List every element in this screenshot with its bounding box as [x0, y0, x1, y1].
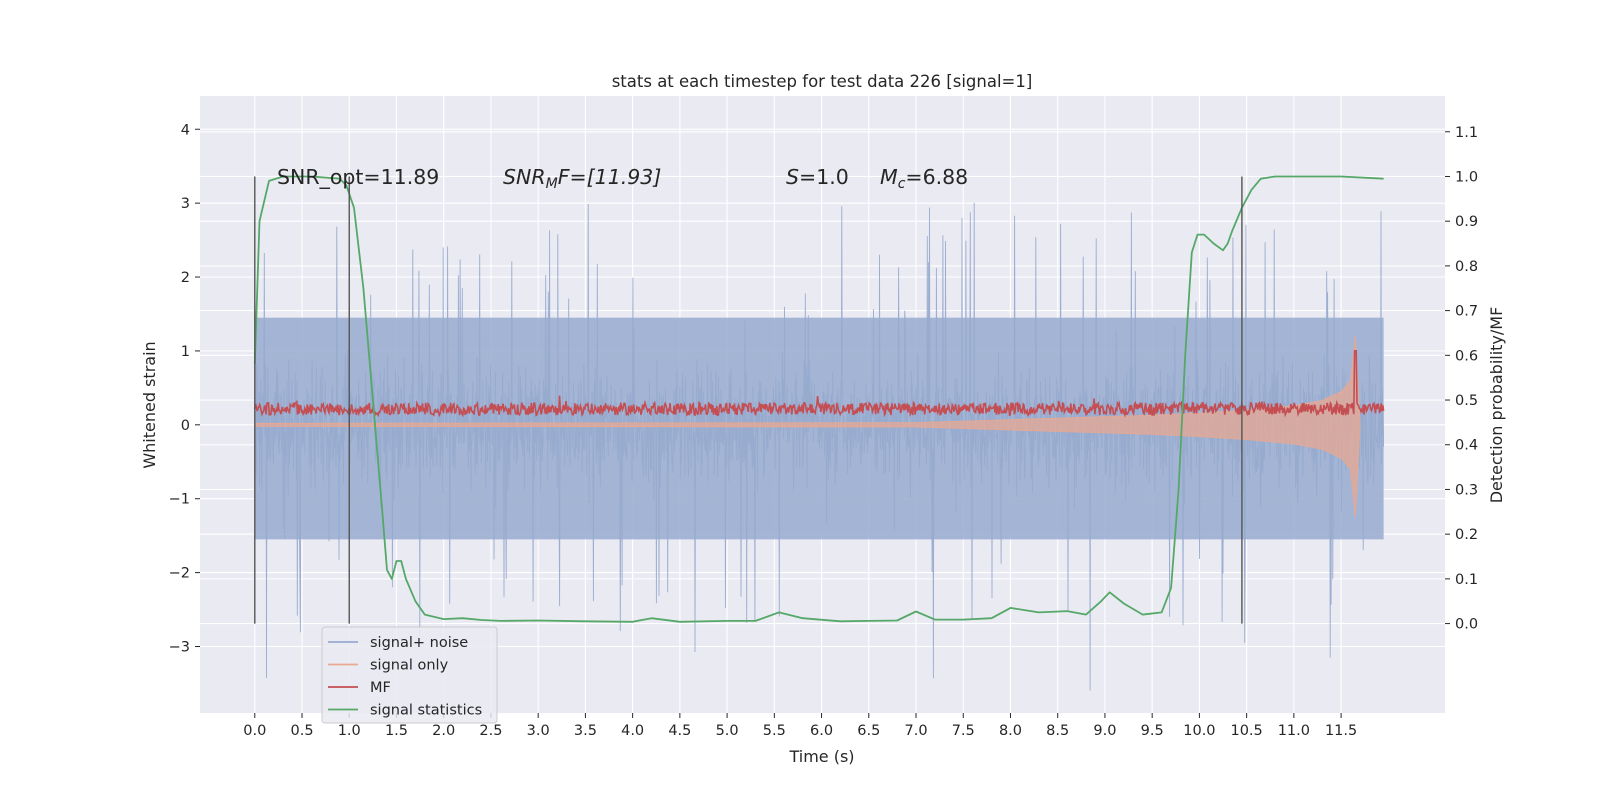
vertical-markers — [254, 176, 1243, 624]
y-left-axis-ticks: 4 3 2 1 0 −1 −2 −3 — [169, 122, 200, 655]
plot-series — [253, 175, 1385, 691]
y-left-tick-label: 2 — [181, 270, 190, 286]
y-left-tick-label: 3 — [181, 196, 190, 212]
y-right-tick-label: 0.9 — [1455, 214, 1478, 230]
x-tick-label: 1.5 — [385, 723, 408, 739]
x-tick-label: 4.5 — [668, 723, 691, 739]
x-tick-label: 4.0 — [621, 723, 644, 739]
annotation-snr-opt: SNR_opt=11.89 — [277, 165, 439, 190]
y-right-tick-label: 0.1 — [1455, 572, 1478, 588]
legend-box — [321, 626, 498, 724]
annotation-snr-mf-prefix: SNR — [503, 165, 546, 189]
y-left-axis-label: Whitened strain — [140, 341, 159, 468]
x-tick-label: 11.0 — [1278, 723, 1310, 739]
y-right-tick-label: 0.5 — [1455, 393, 1478, 409]
y-left-tick-label: 0 — [181, 418, 190, 434]
annotation-s-label: S — [786, 165, 799, 189]
x-tick-label: 11.5 — [1325, 723, 1357, 739]
annotation-s: S=1.0 — [786, 165, 849, 189]
legend-label: signal+ noise — [370, 635, 468, 651]
y-right-axis-label: Detection probability/MF — [1487, 307, 1506, 504]
x-tick-label: 0.5 — [290, 723, 313, 739]
y-right-tick-label: 1.1 — [1455, 125, 1478, 141]
x-tick-label: 5.5 — [763, 723, 786, 739]
y-right-tick-label: 0.4 — [1455, 438, 1478, 454]
annotation-mc-value: =6.88 — [905, 165, 968, 189]
x-tick-label: 8.0 — [999, 723, 1022, 739]
y-right-tick-label: 0.6 — [1455, 348, 1478, 364]
x-tick-label: 9.0 — [1093, 723, 1116, 739]
annotation-snr-mf-sub: M — [546, 176, 558, 192]
annotation-snr-mf: SNRMF=[11.93] — [503, 165, 661, 192]
legend-label: signal only — [370, 658, 449, 674]
y-right-tick-label: 0.8 — [1455, 259, 1478, 275]
series-mf-line — [254, 350, 1385, 418]
x-tick-label: 6.0 — [810, 723, 833, 739]
x-tick-label: 3.0 — [527, 723, 550, 739]
chart-title: stats at each timestep for test data 226… — [612, 72, 1033, 91]
series-signal-statistics-line — [253, 175, 1384, 623]
legend: signal+ noise signal only MF signal statist… — [321, 626, 498, 724]
y-left-tick-label: 4 — [181, 122, 190, 138]
y-left-tick-label: −1 — [169, 492, 190, 508]
y-right-tick-label: 0.3 — [1455, 482, 1478, 498]
x-tick-label: 7.5 — [952, 723, 975, 739]
x-tick-label: 0.0 — [243, 723, 266, 739]
x-tick-label: 8.5 — [1046, 723, 1069, 739]
x-axis-label: Time (s) — [788, 747, 854, 766]
x-tick-label: 2.5 — [479, 723, 502, 739]
x-tick-label: 10.0 — [1183, 723, 1215, 739]
x-tick-label: 10.5 — [1230, 723, 1262, 739]
y-left-tick-label: −2 — [169, 566, 190, 582]
y-right-tick-label: 0.7 — [1455, 304, 1478, 320]
annotation-mc-sub: c — [898, 176, 906, 192]
x-tick-label: 2.0 — [432, 723, 455, 739]
x-axis-ticks: 0.0 0.5 1.0 1.5 2.0 2.5 3.0 3.5 4.0 4.5 5.0 5.5 6.0 6… — [243, 713, 1357, 739]
x-tick-label: 3.5 — [574, 723, 597, 739]
legend-label: MF — [370, 680, 391, 696]
x-tick-label: 5.0 — [716, 723, 739, 739]
annotation-snr-mf-f: F=[11.93] — [558, 165, 662, 189]
series-signal-only — [254, 336, 1361, 518]
annotation-mc-label: M — [880, 165, 898, 189]
legend-label: signal statistics — [370, 703, 482, 719]
y-right-tick-label: 0.0 — [1455, 617, 1478, 633]
y-right-tick-label: 1.0 — [1455, 169, 1478, 185]
y-right-tick-label: 0.2 — [1455, 527, 1478, 543]
y-left-tick-label: −3 — [169, 639, 190, 655]
x-tick-label: 1.0 — [338, 723, 361, 739]
x-tick-label: 9.5 — [1141, 723, 1164, 739]
y-left-tick-label: 1 — [181, 344, 190, 360]
y-right-axis-ticks: 1.1 1.0 0.9 0.8 0.7 0.6 0.5 0.4 0.3 0.2 0.1 0.0 — [1445, 125, 1478, 633]
x-tick-label: 7.0 — [904, 723, 927, 739]
annotation-mc: Mc=6.88 — [880, 165, 968, 192]
annotation-s-value: =1.0 — [799, 165, 849, 189]
x-tick-label: 6.5 — [857, 723, 880, 739]
